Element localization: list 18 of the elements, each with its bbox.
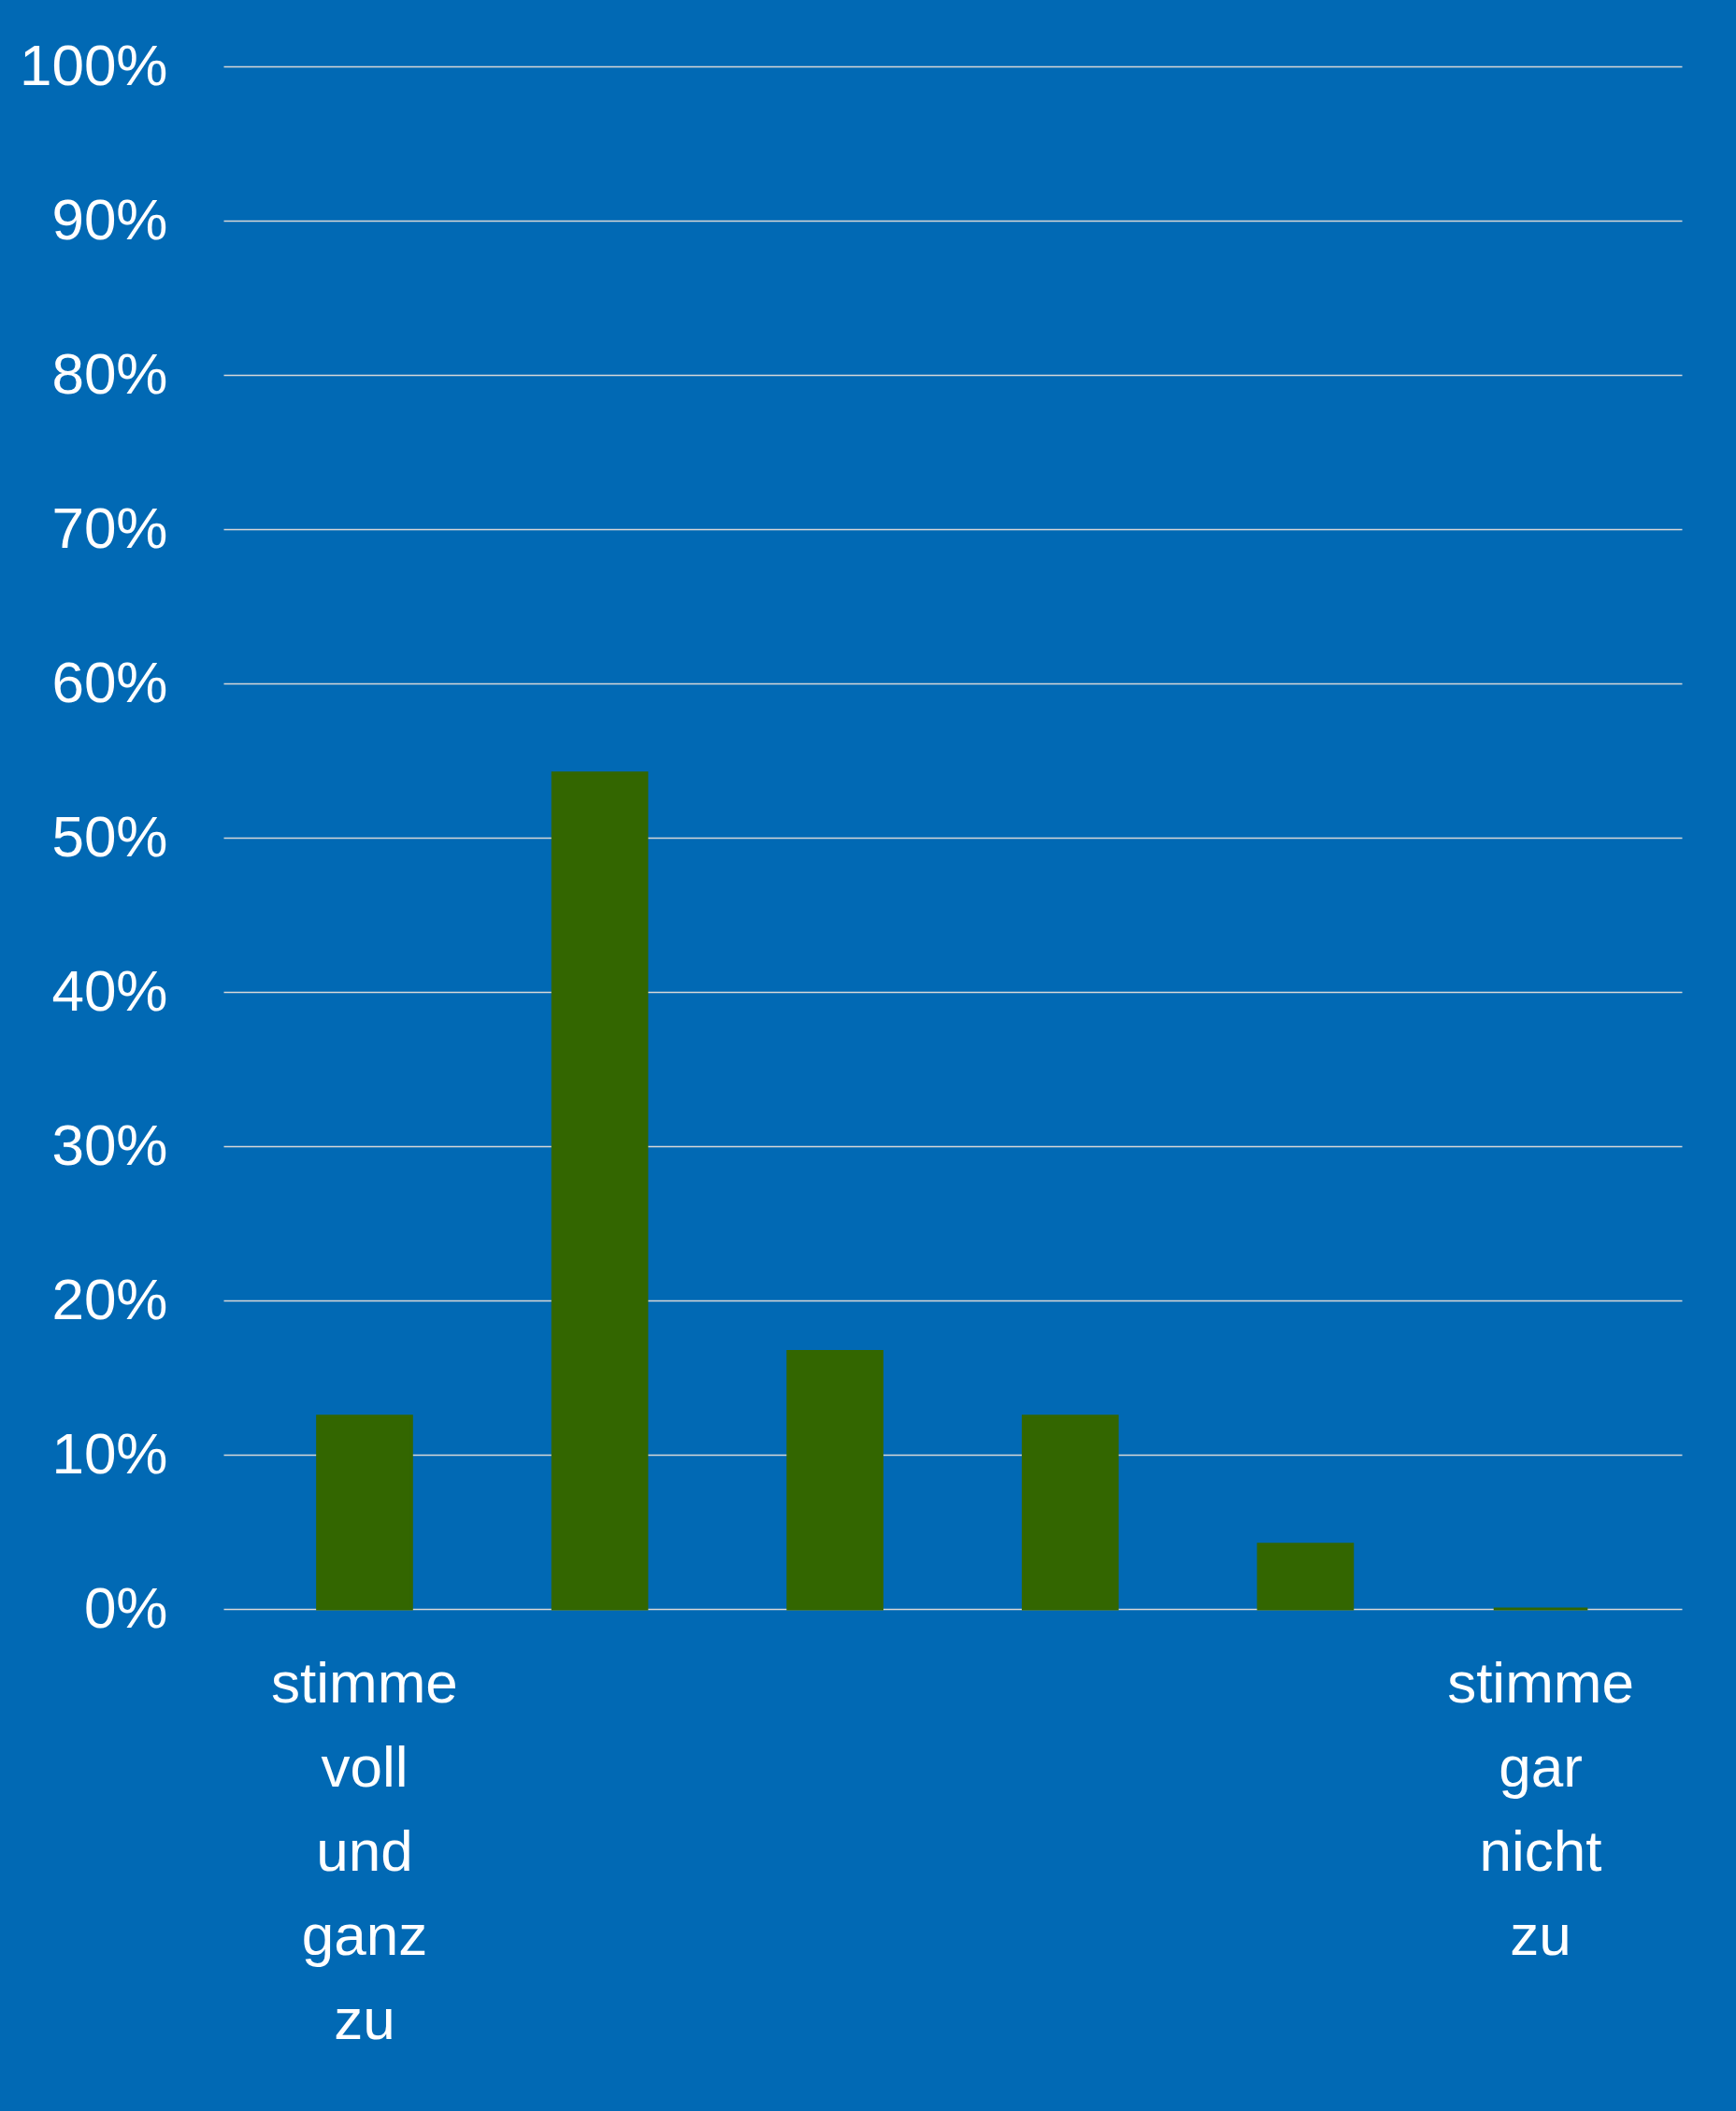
y-tick-label: 70% [51,495,168,560]
bar [1021,1415,1119,1611]
x-tick-label: stimme gar nicht zu [1447,1649,1634,1967]
y-tick-label: 100% [19,32,168,97]
y-tick-label: 90% [51,186,168,251]
bar [316,1415,413,1611]
y-tick-label: 40% [51,957,168,1023]
y-tick-label: 10% [51,1420,168,1486]
x-tick-label: stimme voll und ganz zu [271,1649,458,2051]
y-tick-label: 60% [51,649,168,714]
bar [1256,1543,1355,1611]
y-tick-label: 0% [83,1574,168,1640]
y-tick-label: 80% [51,340,168,406]
bar [786,1349,884,1611]
y-tick-label: 20% [51,1266,168,1331]
bar [551,771,649,1611]
y-tick-label: 30% [51,1112,168,1177]
y-tick-label: 50% [51,803,168,869]
